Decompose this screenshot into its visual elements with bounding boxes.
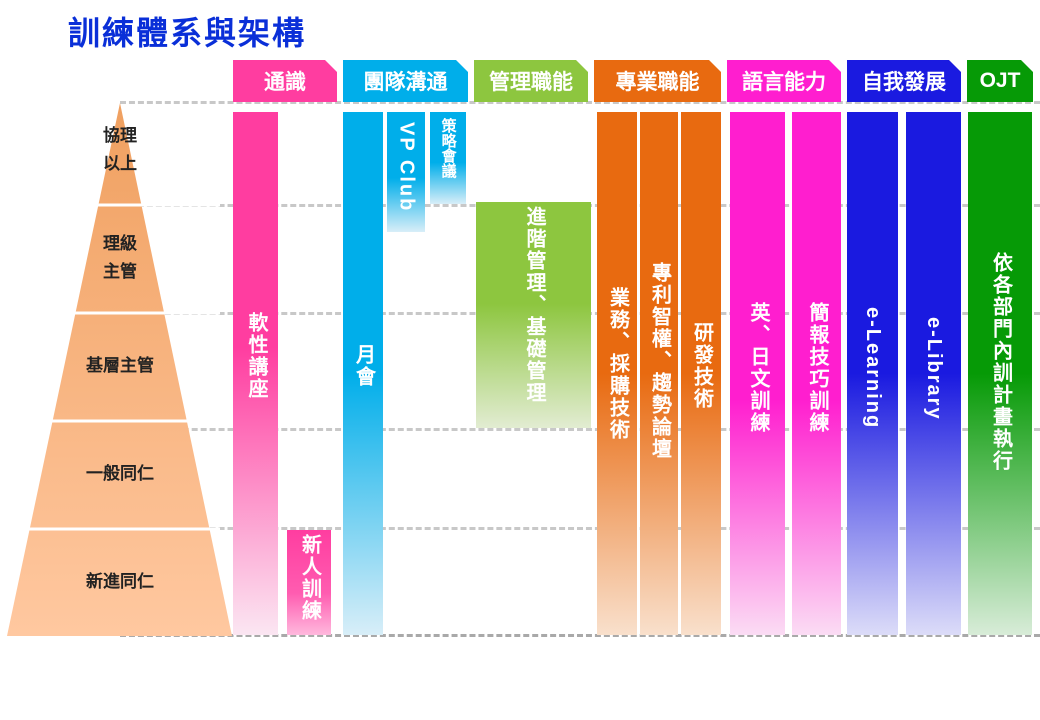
program-label: 英、日文訓練: [747, 302, 769, 434]
program-label: 業務、採購技術: [606, 287, 629, 441]
program-label: e-Learning: [862, 307, 884, 430]
program-label: 專利智權、趨勢論壇: [648, 262, 671, 460]
category-tab-ojt: OJT: [967, 60, 1033, 102]
program-advanced-management: 進階管理、基礎管理: [476, 202, 591, 428]
program-strategy-meeting: 策略會議: [430, 112, 466, 204]
category-tab-team: 團隊溝通: [343, 60, 468, 102]
program-label: 新人訓練: [298, 534, 321, 622]
category-tab-general: 通識: [233, 60, 337, 102]
level-label-director: 協理 以上: [103, 126, 137, 173]
level-divider: [120, 428, 1040, 431]
program-ip-trends: 專利智權、趨勢論壇: [640, 112, 678, 635]
category-tab-management: 管理職能: [474, 60, 588, 102]
category-tab-self-dev: 自我發展: [847, 60, 961, 102]
level-label-new-hire: 新進同仁: [86, 572, 154, 591]
program-monthly-meeting: 月會: [343, 112, 383, 635]
level-divider: [120, 101, 1040, 104]
pyramid-shape: [7, 103, 232, 636]
level-label-manager: 理級 主管: [103, 234, 137, 281]
level-divider: [120, 527, 1040, 530]
program-label: 策略會議: [439, 118, 457, 178]
program-rd-tech: 研發技術: [681, 112, 721, 635]
program-ojt: 依各部門內訓計畫執行: [968, 112, 1032, 635]
category-tab-professional: 專業職能: [594, 60, 721, 102]
program-label: 月會: [352, 344, 375, 388]
program-label: 軟性講座: [245, 312, 267, 400]
level-pyramid: [7, 103, 232, 636]
program-label: 簡報技巧訓練: [806, 302, 828, 434]
program-business-purchasing: 業務、採購技術: [597, 112, 637, 635]
level-label-supervisor: 基層主管: [86, 356, 154, 375]
page-title: 訓練體系與架構: [68, 15, 307, 51]
program-vp-club: VP Club: [387, 112, 425, 232]
program-label: e-Library: [923, 317, 945, 421]
program-soft-skills: 軟性講座: [233, 112, 278, 635]
program-new-hire: 新人訓練: [287, 530, 331, 635]
program-label: VP Club: [395, 122, 418, 213]
program-en-jp-training: 英、日文訓練: [730, 112, 785, 635]
program-presentation-training: 簡報技巧訓練: [792, 112, 841, 635]
level-label-staff: 一般同仁: [86, 464, 154, 483]
program-label: 進階管理、基礎管理: [523, 206, 545, 404]
level-divider: [120, 634, 1040, 637]
program-label: 研發技術: [690, 322, 713, 410]
category-tab-language: 語言能力: [727, 60, 841, 102]
program-e-library: e-Library: [906, 112, 961, 635]
program-e-learning: e-Learning: [847, 112, 898, 635]
program-label: 依各部門內訓計畫執行: [989, 252, 1012, 472]
